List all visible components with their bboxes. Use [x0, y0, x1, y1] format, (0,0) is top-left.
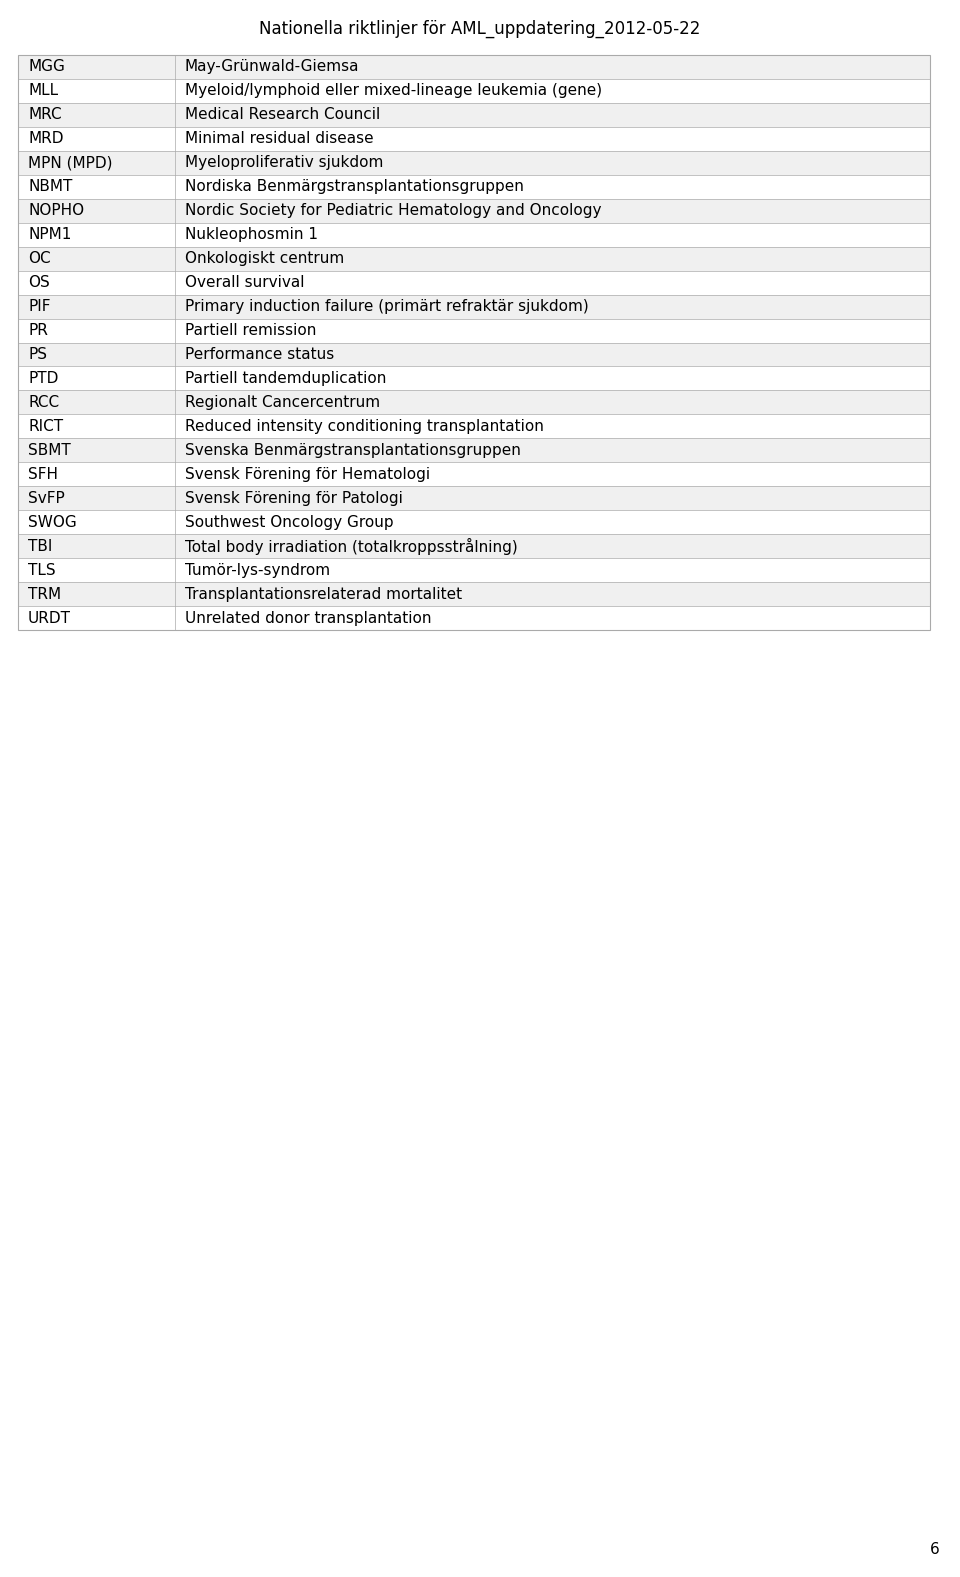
- Text: Primary induction failure (primärt refraktär sjukdom): Primary induction failure (primärt refra…: [185, 300, 588, 314]
- Text: SWOG: SWOG: [28, 514, 77, 530]
- Text: Myeloid/lymphoid eller mixed-lineage leukemia (gene): Myeloid/lymphoid eller mixed-lineage leu…: [185, 84, 602, 98]
- Bar: [18, 126, 930, 151]
- Bar: [18, 295, 930, 319]
- Text: Svensk Förening för Patologi: Svensk Förening för Patologi: [185, 490, 403, 506]
- Bar: [18, 199, 930, 222]
- Text: NPM1: NPM1: [28, 227, 71, 243]
- Text: 6: 6: [930, 1542, 940, 1556]
- Text: URDT: URDT: [28, 610, 71, 626]
- Bar: [18, 175, 930, 199]
- Text: Nordic Society for Pediatric Hematology and Oncology: Nordic Society for Pediatric Hematology …: [185, 203, 602, 218]
- Text: PIF: PIF: [28, 300, 51, 314]
- Bar: [18, 486, 930, 511]
- Text: Svensk Förening för Hematologi: Svensk Förening för Hematologi: [185, 467, 430, 481]
- Bar: [18, 438, 930, 462]
- Text: Medical Research Council: Medical Research Council: [185, 107, 380, 123]
- Text: Overall survival: Overall survival: [185, 274, 304, 290]
- Text: Unrelated donor transplantation: Unrelated donor transplantation: [185, 610, 431, 626]
- Bar: [18, 55, 930, 79]
- Text: Partiell remission: Partiell remission: [185, 323, 317, 337]
- Bar: [18, 415, 930, 438]
- Text: NOPHO: NOPHO: [28, 203, 84, 218]
- Text: Tumör-lys-syndrom: Tumör-lys-syndrom: [185, 563, 330, 577]
- Text: Southwest Oncology Group: Southwest Oncology Group: [185, 514, 394, 530]
- Text: Transplantationsrelaterad mortalitet: Transplantationsrelaterad mortalitet: [185, 587, 462, 601]
- Text: RCC: RCC: [28, 394, 60, 410]
- Text: RICT: RICT: [28, 419, 63, 434]
- Text: TLS: TLS: [28, 563, 56, 577]
- Bar: [18, 535, 930, 558]
- Text: Performance status: Performance status: [185, 347, 334, 363]
- Bar: [18, 366, 930, 391]
- Text: Regionalt Cancercentrum: Regionalt Cancercentrum: [185, 394, 380, 410]
- Text: May-Grünwald-Giemsa: May-Grünwald-Giemsa: [185, 60, 359, 74]
- Bar: [18, 246, 930, 271]
- Text: Myeloproliferativ sjukdom: Myeloproliferativ sjukdom: [185, 155, 383, 170]
- Text: Nationella riktlinjer för AML_uppdatering_2012-05-22: Nationella riktlinjer för AML_uppdaterin…: [259, 21, 701, 38]
- Text: OC: OC: [28, 251, 51, 267]
- Bar: [18, 151, 930, 175]
- Text: Onkologiskt centrum: Onkologiskt centrum: [185, 251, 345, 267]
- Bar: [18, 103, 930, 126]
- Text: PS: PS: [28, 347, 47, 363]
- Text: Reduced intensity conditioning transplantation: Reduced intensity conditioning transplan…: [185, 419, 544, 434]
- Text: MGG: MGG: [28, 60, 65, 74]
- Text: Partiell tandemduplication: Partiell tandemduplication: [185, 371, 386, 386]
- Bar: [18, 342, 930, 366]
- Text: SBMT: SBMT: [28, 443, 71, 457]
- Text: MLL: MLL: [28, 84, 59, 98]
- Bar: [18, 582, 930, 606]
- Text: MRD: MRD: [28, 131, 63, 147]
- Bar: [18, 271, 930, 295]
- Text: OS: OS: [28, 274, 50, 290]
- Bar: [18, 391, 930, 415]
- Bar: [18, 462, 930, 486]
- Text: PTD: PTD: [28, 371, 59, 386]
- Text: Nordiska Benmärgstransplantationsgruppen: Nordiska Benmärgstransplantationsgruppen: [185, 180, 524, 194]
- Bar: [18, 55, 930, 629]
- Text: SFH: SFH: [28, 467, 58, 481]
- Bar: [18, 319, 930, 342]
- Bar: [18, 606, 930, 629]
- Text: NBMT: NBMT: [28, 180, 72, 194]
- Text: Svenska Benmärgstransplantationsgruppen: Svenska Benmärgstransplantationsgruppen: [185, 443, 521, 457]
- Bar: [18, 558, 930, 582]
- Text: PR: PR: [28, 323, 48, 337]
- Text: MPN (MPD): MPN (MPD): [28, 155, 112, 170]
- Text: Minimal residual disease: Minimal residual disease: [185, 131, 373, 147]
- Text: MRC: MRC: [28, 107, 61, 123]
- Text: TRM: TRM: [28, 587, 61, 601]
- Bar: [18, 79, 930, 103]
- Text: Nukleophosmin 1: Nukleophosmin 1: [185, 227, 318, 243]
- Text: SvFP: SvFP: [28, 490, 64, 506]
- Bar: [18, 511, 930, 535]
- Text: TBI: TBI: [28, 539, 53, 554]
- Text: Total body irradiation (totalkroppsstrålning): Total body irradiation (totalkroppsstrål…: [185, 538, 517, 555]
- Bar: [18, 222, 930, 246]
